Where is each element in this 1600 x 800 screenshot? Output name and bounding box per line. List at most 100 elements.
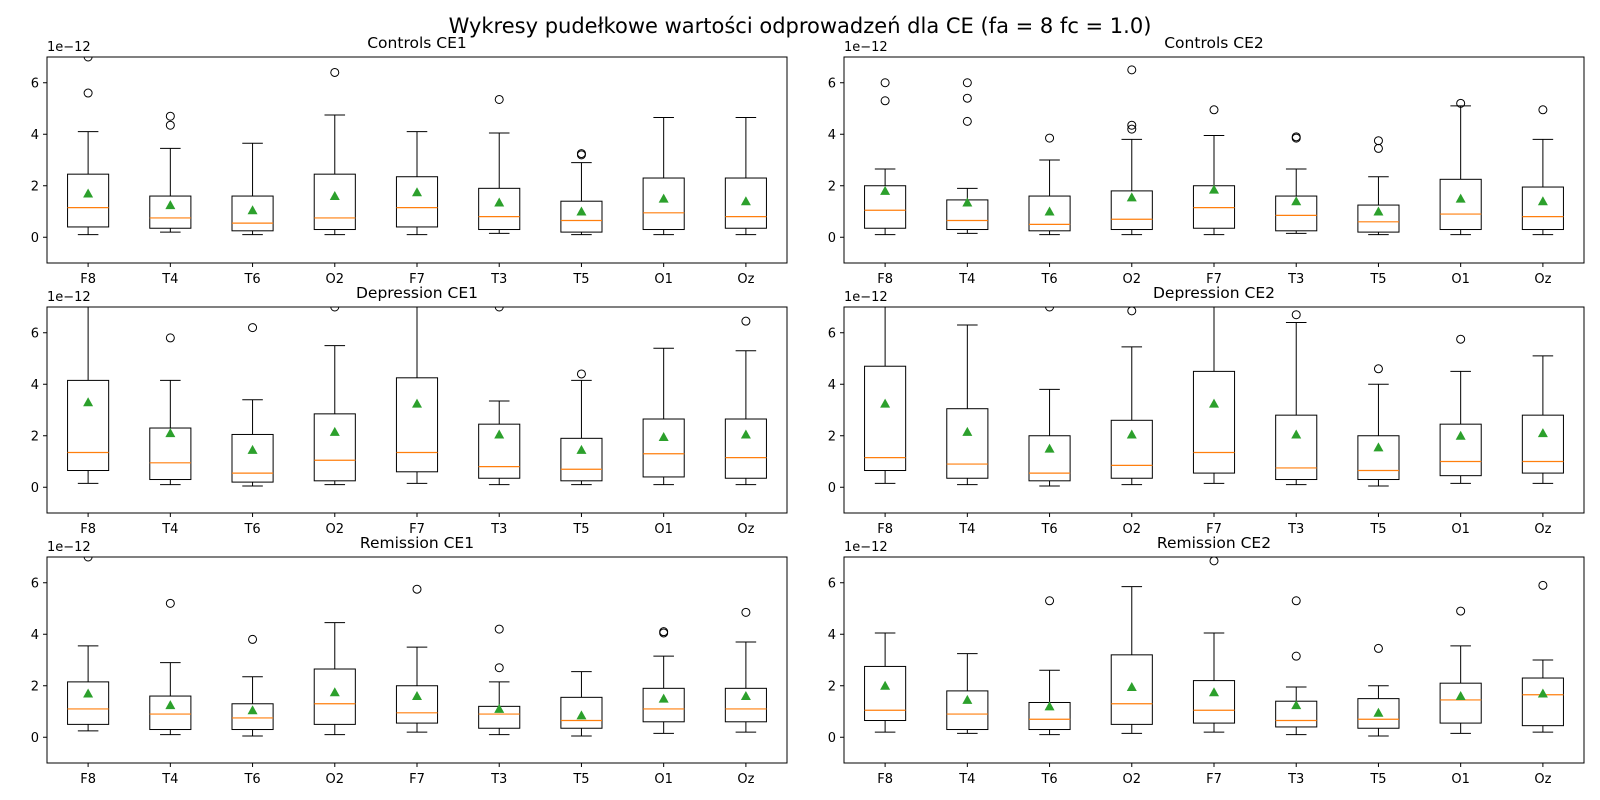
mean-marker bbox=[247, 444, 258, 454]
box-body bbox=[1028, 195, 1071, 232]
y-tick-label: 6 bbox=[828, 576, 836, 591]
x-tick-label: T5 bbox=[572, 272, 589, 287]
data-layer bbox=[67, 307, 767, 487]
box-O2 bbox=[313, 622, 356, 736]
outlier-point bbox=[1373, 364, 1383, 374]
x-tick-label: T6 bbox=[243, 772, 260, 787]
x-tick-label: T5 bbox=[572, 522, 589, 537]
x-tick-label: O1 bbox=[1451, 272, 1470, 287]
outlier-point bbox=[165, 598, 175, 608]
y-tick-label: 4 bbox=[31, 128, 39, 143]
box-T5 bbox=[1357, 364, 1400, 487]
outlier-point bbox=[83, 88, 93, 98]
y-tick-label: 0 bbox=[828, 231, 836, 246]
x-tick-label: T4 bbox=[161, 272, 178, 287]
y-tick-label: 0 bbox=[828, 731, 836, 746]
mean-marker bbox=[1044, 443, 1055, 453]
x-tick-label: T5 bbox=[1369, 272, 1386, 287]
x-tick-label: O1 bbox=[654, 272, 673, 287]
mean-marker bbox=[1373, 707, 1384, 717]
box-body bbox=[1439, 178, 1482, 231]
box-body bbox=[1357, 204, 1400, 233]
x-tick-label: F8 bbox=[80, 522, 96, 537]
x-tick-label: O2 bbox=[326, 522, 345, 537]
box-O2 bbox=[1110, 586, 1153, 734]
y-tick-label: 6 bbox=[31, 76, 39, 91]
box-body bbox=[724, 418, 767, 479]
box-body bbox=[1192, 370, 1236, 474]
mean-marker bbox=[1044, 701, 1055, 711]
y-tick-label: 4 bbox=[828, 378, 836, 393]
y-tick-label: 0 bbox=[31, 481, 39, 496]
outlier-point bbox=[1291, 310, 1301, 320]
box-Oz bbox=[724, 316, 767, 486]
mean-marker bbox=[658, 693, 669, 703]
box-O1 bbox=[1439, 606, 1482, 734]
mean-marker bbox=[1291, 429, 1302, 439]
mean-marker bbox=[494, 197, 505, 207]
box-F7 bbox=[1192, 307, 1236, 484]
data-layer bbox=[864, 557, 1564, 737]
outlier-point bbox=[248, 323, 258, 333]
mean-marker bbox=[1126, 192, 1137, 202]
y-tick-label: 4 bbox=[31, 378, 39, 393]
outlier-point bbox=[1045, 596, 1055, 606]
outlier-point bbox=[494, 307, 504, 312]
box-T3 bbox=[478, 94, 521, 234]
box-body bbox=[1521, 414, 1564, 474]
box-O2 bbox=[313, 67, 356, 236]
outlier-point bbox=[880, 78, 890, 88]
mean-marker bbox=[165, 428, 176, 438]
mean-marker bbox=[1373, 442, 1384, 452]
box-F7 bbox=[395, 307, 439, 484]
box-O1 bbox=[642, 347, 685, 486]
box-T6 bbox=[231, 323, 274, 487]
outlier-point bbox=[1456, 606, 1466, 616]
y-tick-label: 0 bbox=[828, 481, 836, 496]
mean-marker bbox=[1209, 184, 1219, 194]
outlier-point bbox=[1373, 136, 1383, 146]
x-tick-label: T6 bbox=[1040, 522, 1057, 537]
mean-marker bbox=[1126, 429, 1137, 439]
box-T6 bbox=[1028, 307, 1071, 487]
box-body bbox=[946, 690, 989, 731]
box-Oz bbox=[1521, 580, 1564, 733]
x-tick-label: Oz bbox=[1534, 522, 1551, 537]
mean-marker bbox=[740, 429, 751, 439]
mean-marker bbox=[1291, 700, 1302, 710]
x-tick-label: T3 bbox=[490, 772, 507, 787]
y-tick-label: 6 bbox=[828, 76, 836, 91]
outlier-point bbox=[741, 607, 751, 617]
mean-marker bbox=[880, 185, 891, 195]
box-T5 bbox=[560, 149, 603, 236]
x-tick-label: F7 bbox=[1206, 522, 1222, 537]
outlier-point bbox=[1209, 557, 1219, 566]
y-tick-label: 2 bbox=[828, 679, 836, 694]
outlier-point bbox=[494, 663, 504, 673]
box-body bbox=[231, 195, 274, 232]
box-O1 bbox=[642, 627, 685, 734]
x-tick-label: F7 bbox=[1206, 272, 1222, 287]
box-T5 bbox=[560, 369, 603, 486]
y-tick-label: 2 bbox=[828, 429, 836, 444]
mean-marker bbox=[1209, 687, 1219, 697]
y-tick-label: 0 bbox=[31, 731, 39, 746]
mean-marker bbox=[658, 193, 669, 203]
box-T6 bbox=[231, 142, 274, 236]
y-tick-label: 4 bbox=[31, 628, 39, 643]
outlier-point bbox=[330, 307, 340, 312]
box-T5 bbox=[1357, 136, 1400, 236]
box-O1 bbox=[1439, 98, 1482, 236]
mean-marker bbox=[962, 426, 973, 436]
box-body bbox=[395, 685, 439, 724]
box-T3 bbox=[1275, 132, 1318, 234]
x-tick-label: Oz bbox=[1534, 272, 1551, 287]
outlier-point bbox=[165, 111, 175, 121]
box-body bbox=[724, 177, 767, 229]
mean-marker bbox=[1455, 430, 1466, 440]
mean-marker bbox=[247, 705, 258, 715]
box-T5 bbox=[560, 671, 603, 737]
x-tick-label: T4 bbox=[958, 272, 975, 287]
outlier-point bbox=[165, 120, 175, 130]
